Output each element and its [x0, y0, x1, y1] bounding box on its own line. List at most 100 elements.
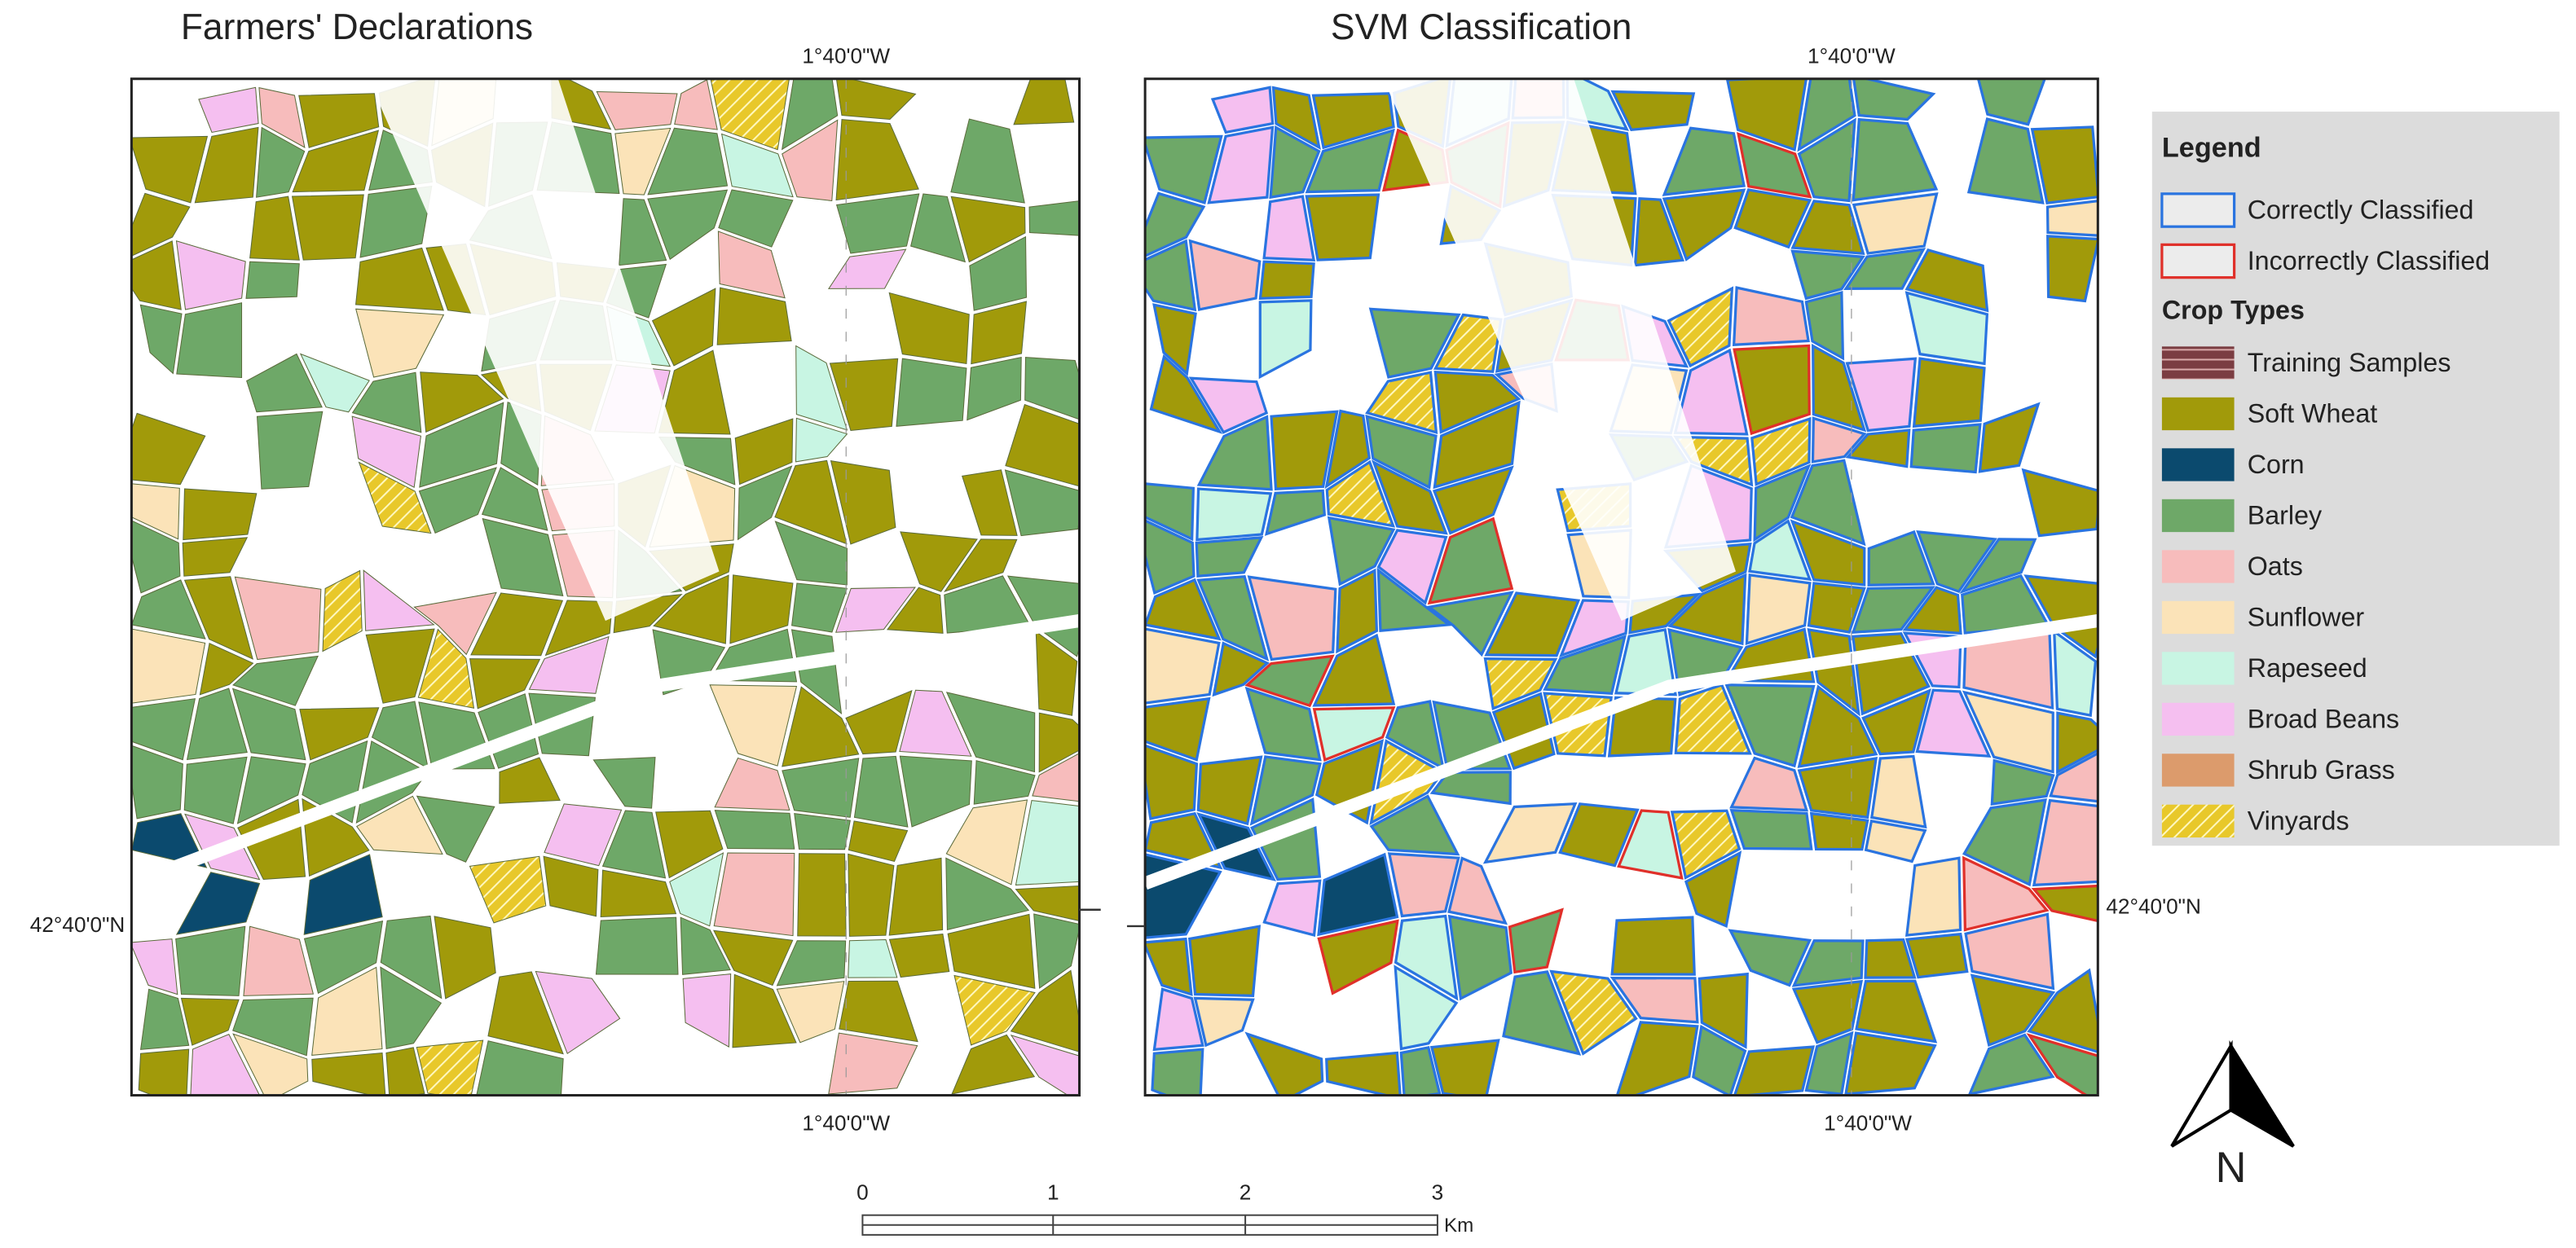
parcel — [175, 925, 246, 996]
north-arrow-left — [2170, 1039, 2233, 1148]
parcel — [1790, 249, 1865, 301]
clearing — [368, 78, 720, 621]
parcel — [1811, 416, 1867, 464]
parcel — [1270, 410, 1339, 490]
legend-label: Correctly Classified — [2248, 196, 2474, 225]
parcel — [2045, 200, 2098, 237]
parcel — [710, 78, 790, 151]
parcel — [1305, 128, 1395, 194]
parcel — [1038, 712, 1080, 773]
parcel — [1852, 192, 1939, 255]
parcel — [1145, 134, 1223, 204]
parcel — [674, 79, 718, 130]
parcel — [1327, 516, 1396, 587]
parcel — [827, 248, 907, 289]
parcel — [131, 938, 178, 995]
parcel — [131, 813, 208, 868]
legend-label: Oats — [2248, 551, 2303, 581]
parcel — [1607, 696, 1677, 758]
parcel — [1543, 635, 1627, 695]
parcel — [781, 78, 839, 151]
parcel — [797, 853, 847, 937]
parcel — [848, 820, 909, 863]
parcel — [1006, 575, 1080, 657]
side-coordinate: 42°40'0"N — [2106, 894, 2201, 919]
parcel — [1484, 591, 1581, 657]
parcel — [199, 642, 254, 696]
parcel — [176, 302, 243, 378]
parcel — [139, 304, 183, 375]
parcel — [828, 1032, 918, 1095]
parcel — [1187, 925, 1262, 998]
map-frame — [130, 77, 1081, 1097]
north-arrow-right — [2229, 1040, 2295, 1148]
parcel — [1698, 972, 1749, 1049]
parcel — [355, 308, 445, 378]
parcel — [1482, 802, 1578, 864]
legend-label: Soft Wheat — [2248, 399, 2378, 428]
parcel — [245, 261, 300, 299]
parcel — [1745, 573, 1812, 646]
parcel — [246, 353, 323, 413]
parcel — [888, 934, 950, 978]
parcel — [1852, 78, 1936, 121]
road — [1145, 613, 2098, 890]
legend-swatch — [2161, 499, 2235, 533]
parcel — [140, 988, 190, 1050]
parcel — [1483, 657, 1558, 711]
parcel — [1196, 487, 1273, 542]
parcel — [2026, 1033, 2098, 1096]
parcel — [1244, 1031, 1324, 1096]
parcel — [1005, 403, 1080, 487]
legend-label: Incorrectly Classified — [2248, 246, 2490, 275]
parcel — [1196, 575, 1270, 661]
parcel — [1207, 125, 1275, 204]
parcel — [595, 916, 679, 975]
parcel — [1324, 409, 1372, 490]
parcel — [774, 459, 848, 545]
legend-swatch — [2161, 652, 2235, 685]
parcel — [1729, 756, 1808, 812]
parcel — [1271, 86, 1321, 151]
parcel — [680, 916, 731, 975]
parcel — [1662, 188, 1746, 261]
parcel — [1990, 758, 2055, 806]
parcel — [469, 855, 547, 924]
parcel — [1247, 575, 1337, 661]
parcel — [1962, 798, 2047, 887]
parcel — [175, 240, 246, 310]
parcel — [1152, 987, 1204, 1052]
parcel — [1609, 976, 1699, 1024]
parcel — [1662, 126, 1746, 196]
parcel — [1145, 744, 1199, 820]
parcel — [476, 1040, 564, 1096]
map-panel — [1143, 77, 2099, 1097]
parcel — [322, 569, 363, 653]
parcel — [835, 78, 917, 121]
parcel — [944, 538, 1018, 592]
parcel — [1152, 303, 1197, 376]
parcel — [853, 755, 909, 828]
parcel — [1750, 416, 1812, 486]
map-panel — [130, 77, 1081, 1097]
parcel — [1262, 195, 1316, 261]
legend-swatch — [2161, 702, 2235, 736]
parcel — [2031, 884, 2098, 923]
parcel — [1978, 402, 2041, 473]
parcel — [1724, 683, 1816, 768]
parcel — [1614, 628, 1677, 697]
parcel — [1791, 979, 1864, 1044]
parcel — [418, 467, 497, 534]
parcel — [1615, 1021, 1699, 1096]
scale-unit: Km — [1444, 1215, 1473, 1237]
parcel — [669, 852, 724, 927]
legend-label: Vinyards — [2248, 806, 2349, 835]
bottom-coordinate: 1°40'0"W — [802, 1111, 890, 1136]
parcel — [2046, 235, 2098, 303]
parcel — [1394, 965, 1459, 1051]
parcel — [888, 292, 970, 365]
parcel — [1728, 929, 1812, 987]
parcel — [720, 133, 794, 198]
parcel — [835, 587, 916, 633]
